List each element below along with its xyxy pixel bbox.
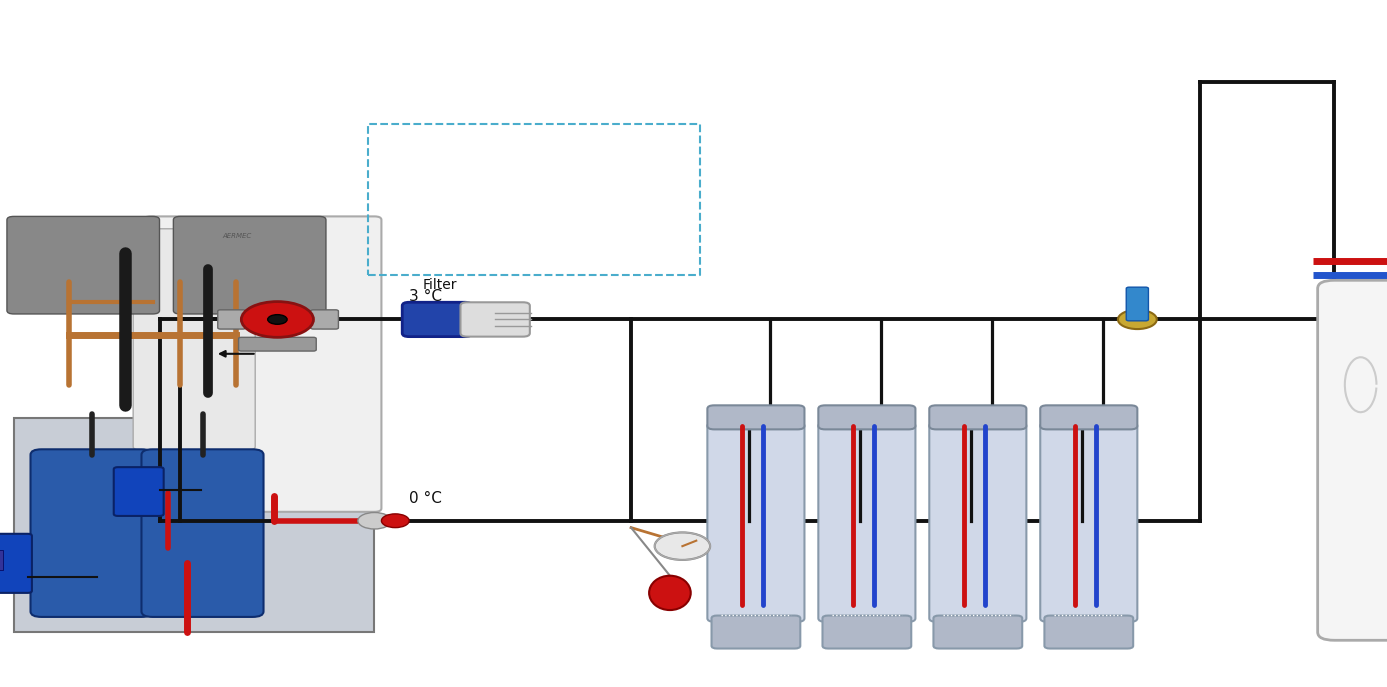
Text: 0 °C: 0 °C [409,491,442,506]
FancyBboxPatch shape [173,216,326,314]
FancyBboxPatch shape [460,302,530,337]
Circle shape [268,315,287,324]
FancyBboxPatch shape [402,302,472,337]
FancyBboxPatch shape [707,405,804,429]
FancyBboxPatch shape [818,405,915,429]
FancyBboxPatch shape [712,616,800,649]
FancyBboxPatch shape [707,423,804,622]
FancyBboxPatch shape [1044,616,1133,649]
Circle shape [358,513,391,529]
Circle shape [381,514,409,528]
FancyBboxPatch shape [114,467,164,516]
Text: AERMEC: AERMEC [223,234,252,239]
FancyBboxPatch shape [1318,280,1387,640]
FancyBboxPatch shape [144,216,381,512]
FancyBboxPatch shape [822,616,911,649]
FancyBboxPatch shape [1126,287,1148,321]
FancyBboxPatch shape [218,310,245,329]
FancyBboxPatch shape [31,449,153,617]
FancyBboxPatch shape [929,405,1026,429]
FancyBboxPatch shape [141,449,264,617]
FancyBboxPatch shape [933,616,1022,649]
Text: 3 °C: 3 °C [409,289,442,304]
FancyBboxPatch shape [14,418,374,632]
Circle shape [655,532,710,560]
FancyBboxPatch shape [7,216,160,314]
FancyBboxPatch shape [0,534,32,593]
FancyBboxPatch shape [1040,405,1137,429]
Ellipse shape [1118,310,1157,329]
FancyBboxPatch shape [818,423,915,622]
FancyBboxPatch shape [1040,423,1137,622]
Text: Filter: Filter [423,278,458,292]
Bar [0,550,3,570]
Circle shape [241,302,313,337]
FancyBboxPatch shape [929,423,1026,622]
FancyBboxPatch shape [239,337,316,351]
Ellipse shape [649,576,691,610]
FancyBboxPatch shape [133,229,255,450]
FancyBboxPatch shape [311,310,338,329]
